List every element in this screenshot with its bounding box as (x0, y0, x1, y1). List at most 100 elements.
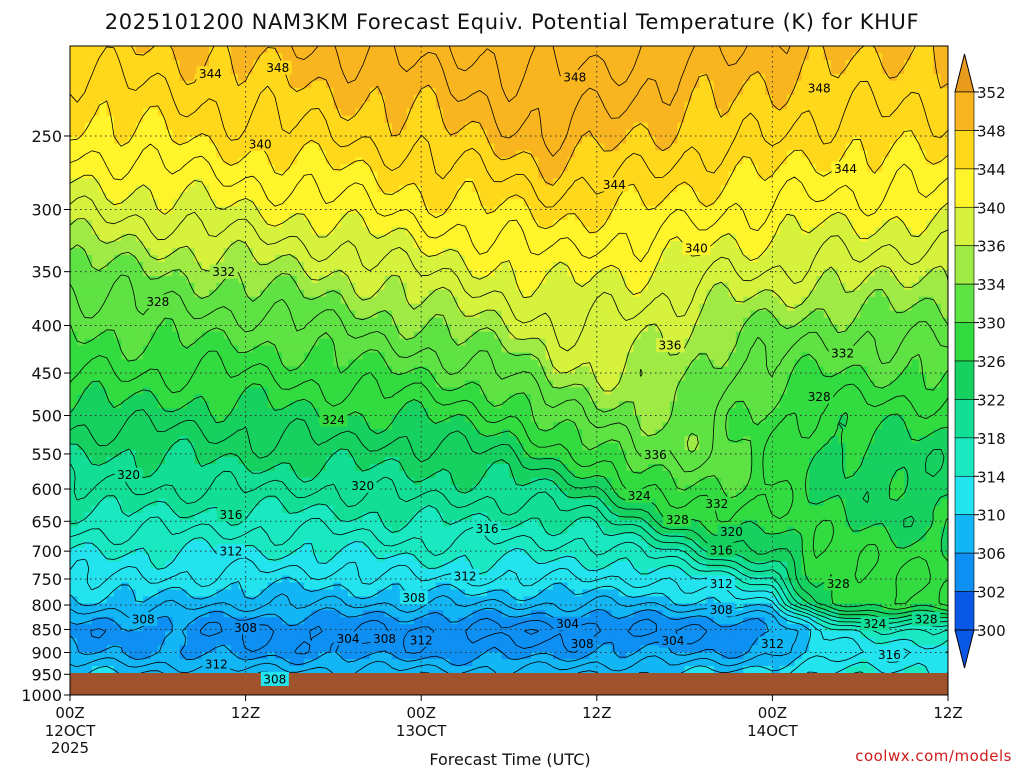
contour-label: 328 (146, 295, 169, 309)
contour-318 (70, 495, 948, 629)
contour-label-bg (473, 521, 502, 536)
contour-label-bg (451, 568, 480, 583)
y-tick-label: 750 (31, 570, 62, 589)
y-tick-label: 300 (31, 201, 62, 220)
contour-label-bg (334, 631, 363, 646)
contour-label-bg (655, 338, 684, 353)
contour-label-bg (600, 177, 629, 192)
plot-frame (69, 45, 949, 696)
colorbar-bin (954, 206, 975, 247)
contour-label-bg (702, 496, 731, 511)
contour-label-bg (553, 616, 582, 631)
contour-label: 324 (322, 413, 345, 427)
contour-label: 308 (234, 621, 257, 635)
contour-label-bg (216, 507, 245, 522)
contour-label-bg (663, 512, 692, 527)
colorbar-label: 322 (977, 391, 1006, 409)
contour-label: 316 (220, 508, 243, 522)
colorbar-label: 340 (977, 199, 1006, 217)
colorbar-bin (954, 283, 975, 323)
contour-label: 312 (710, 577, 733, 591)
y-tick-label: 400 (31, 317, 62, 336)
contour-label: 324 (628, 489, 651, 503)
contour-label-bg (707, 543, 736, 558)
colorbar-bottom-arrow (954, 629, 975, 669)
contour-344 (70, 100, 948, 234)
y-tick-label: 800 (31, 596, 62, 615)
contour-label-bg (260, 671, 289, 686)
colorbar-bin (954, 91, 975, 131)
contour-label: 308 (263, 672, 286, 686)
y-tick-label: 450 (31, 364, 62, 383)
contour-label-bg (912, 611, 941, 626)
contour-label: 340 (249, 137, 272, 151)
contour-label: 316 (878, 648, 901, 662)
contour-labels: 344 348 348 348 340 344 344 340 332 328 336 332 328 3… (114, 60, 941, 686)
contour-label-bg (560, 70, 589, 85)
x-tick-label: 00Z (55, 704, 84, 722)
colorbar-label: 330 (977, 315, 1006, 333)
contour-label-bg (758, 636, 787, 651)
contour-324 (70, 409, 948, 615)
contour-314 (70, 537, 948, 673)
x-tick-label: 00Z (758, 704, 787, 722)
contour-label-bg (319, 412, 348, 427)
contour-label-bg (568, 636, 597, 651)
contour-label: 308 (402, 591, 425, 605)
contour-352 (448, 46, 642, 103)
y-tick-label: 350 (31, 263, 62, 282)
contour-label-bg (860, 616, 889, 631)
credit-text: coolwx.com/models (855, 747, 1012, 765)
contour-label: 344 (834, 162, 857, 176)
contour-label: 312 (454, 569, 477, 583)
colorbar-bin (954, 437, 975, 477)
colorbar-bin (954, 168, 975, 208)
colorbar-label: 326 (977, 353, 1006, 371)
y-tick-label: 1000 (21, 686, 62, 705)
colorbar-label: 318 (977, 430, 1006, 448)
y-tick-label: 600 (31, 480, 62, 499)
colorbar-legend: 352 348 344 340 336 334 330 326 322 318 314 310 306 3… (954, 53, 1006, 669)
contour-label: 320 (117, 468, 140, 482)
contour-label-bg (348, 478, 377, 493)
contour-label: 332 (212, 265, 235, 279)
contour-label-bg (370, 631, 399, 646)
y-tick-label: 700 (31, 542, 62, 561)
contour-label: 348 (808, 82, 831, 96)
contour-label: 328 (666, 513, 689, 527)
colorbar-bin (954, 130, 975, 170)
x-tick-label: 12Z (231, 704, 260, 722)
contour-label: 336 (644, 448, 667, 462)
x-tick-label: 12Z (933, 704, 962, 722)
contour-302 (524, 628, 539, 635)
contour-label-bg (202, 656, 231, 671)
contour-label-bg (231, 620, 260, 635)
y-axis: 250 300 350 400 450 500 550 600 650 700 750 800 850 9… (21, 127, 70, 705)
chart-title: 2025101200 NAM3KM Forecast Equiv. Potent… (105, 10, 919, 34)
y-tick-label: 900 (31, 644, 62, 663)
contour-label: 308 (373, 632, 396, 646)
contour-label: 308 (132, 612, 155, 626)
contour-label-bg (263, 60, 292, 75)
contour-label: 348 (266, 61, 289, 75)
contour-label-bg (216, 544, 245, 559)
contour-label-bg (875, 647, 904, 662)
colorbar-label: 310 (977, 507, 1006, 525)
colorbar-label: 352 (977, 84, 1006, 102)
y-tick-label: 550 (31, 445, 62, 464)
contour-label-bg (682, 240, 711, 255)
colorbar-bin (954, 552, 975, 592)
y-tick-label: 500 (31, 406, 62, 425)
contour-label-bg (209, 264, 238, 279)
x-tick-year-label: 2025 (51, 739, 89, 757)
contour-label-bg (114, 467, 143, 482)
x-tick-date-label: 13OCT (396, 722, 447, 740)
contour-label: 324 (863, 617, 886, 631)
contour-346 (70, 46, 948, 208)
contour-label: 304 (556, 617, 579, 631)
contour-label: 320 (351, 479, 374, 493)
contour-label: 316 (476, 522, 499, 536)
colorbar-label: 306 (977, 545, 1006, 563)
colorbar-label: 302 (977, 584, 1006, 602)
